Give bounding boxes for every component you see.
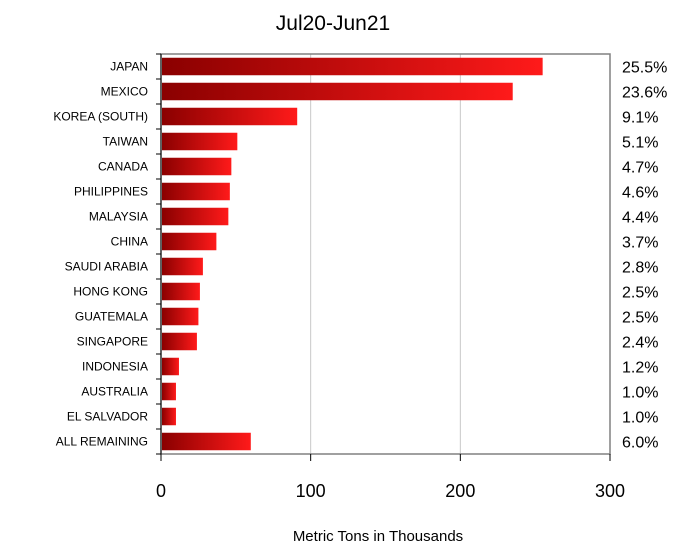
- bar: [162, 307, 199, 326]
- chart-title: Jul20-Jun21: [276, 12, 390, 35]
- x-tick-label: 100: [296, 481, 326, 501]
- bar: [162, 182, 230, 201]
- percent-label: 2.5%: [622, 285, 658, 302]
- percent-label: 2.8%: [622, 260, 658, 277]
- percent-label: 4.4%: [622, 210, 658, 227]
- percent-label: 25.5%: [622, 60, 667, 77]
- percent-labels: 25.5% 23.6% 9.1% 5.1% 4.7% 4.6% 4.4% 3.7% 2.8% 2.…: [622, 60, 667, 452]
- category-labels: JAPAN MEXICO KOREA (SOUTH) TAIWAN CANADA PHIL…: [53, 60, 148, 449]
- percent-label: 3.7%: [622, 235, 658, 252]
- percent-label: 6.0%: [622, 435, 658, 452]
- percent-label: 1.0%: [622, 410, 658, 427]
- bar: [162, 157, 232, 176]
- category-label: AUSTRALIA: [81, 385, 148, 399]
- category-label: ALL REMAINING: [56, 435, 148, 449]
- category-label: CHINA: [111, 235, 148, 249]
- x-tick-label: 0: [156, 481, 166, 501]
- category-label: JAPAN: [110, 60, 148, 74]
- bars-group: [162, 57, 543, 451]
- bar: [162, 432, 251, 451]
- bar: [162, 82, 513, 101]
- percent-label: 5.1%: [622, 135, 658, 152]
- bar: [162, 382, 176, 401]
- category-label: MALAYSIA: [89, 210, 148, 224]
- category-label: TAIWAN: [103, 135, 148, 149]
- x-axis-label: Metric Tons in Thousands: [293, 528, 463, 545]
- x-tick-label: 200: [445, 481, 475, 501]
- bar: [162, 232, 217, 251]
- percent-label: 1.2%: [622, 360, 658, 377]
- bar: [162, 132, 238, 151]
- bar: [162, 257, 203, 276]
- bar: [162, 57, 543, 76]
- percent-label: 1.0%: [622, 385, 658, 402]
- category-label: EL SALVADOR: [67, 410, 148, 424]
- percent-label: 4.6%: [622, 185, 658, 202]
- bar: [162, 407, 176, 426]
- category-label: KOREA (SOUTH): [53, 110, 148, 124]
- bar: [162, 107, 298, 126]
- percent-label: 9.1%: [622, 110, 658, 127]
- category-label: CANADA: [98, 160, 148, 174]
- category-label: SINGAPORE: [77, 335, 148, 349]
- percent-label: 4.7%: [622, 160, 658, 177]
- category-label: GUATEMALA: [75, 310, 148, 324]
- category-label: INDONESIA: [82, 360, 148, 374]
- percent-label: 2.5%: [622, 310, 658, 327]
- gridlines: [310, 54, 461, 454]
- bar: [162, 357, 179, 376]
- x-tick-label: 300: [595, 481, 625, 501]
- category-label: MEXICO: [101, 85, 148, 99]
- bar: [162, 282, 200, 301]
- bar: [162, 207, 229, 226]
- percent-label: 2.4%: [622, 335, 658, 352]
- category-label: SAUDI ARABIA: [65, 260, 148, 274]
- category-label: HONG KONG: [73, 285, 148, 299]
- bar: [162, 332, 197, 351]
- x-axis-ticks: 0 100 200 300: [156, 53, 625, 501]
- percent-label: 23.6%: [622, 85, 667, 102]
- category-label: PHILIPPINES: [74, 185, 148, 199]
